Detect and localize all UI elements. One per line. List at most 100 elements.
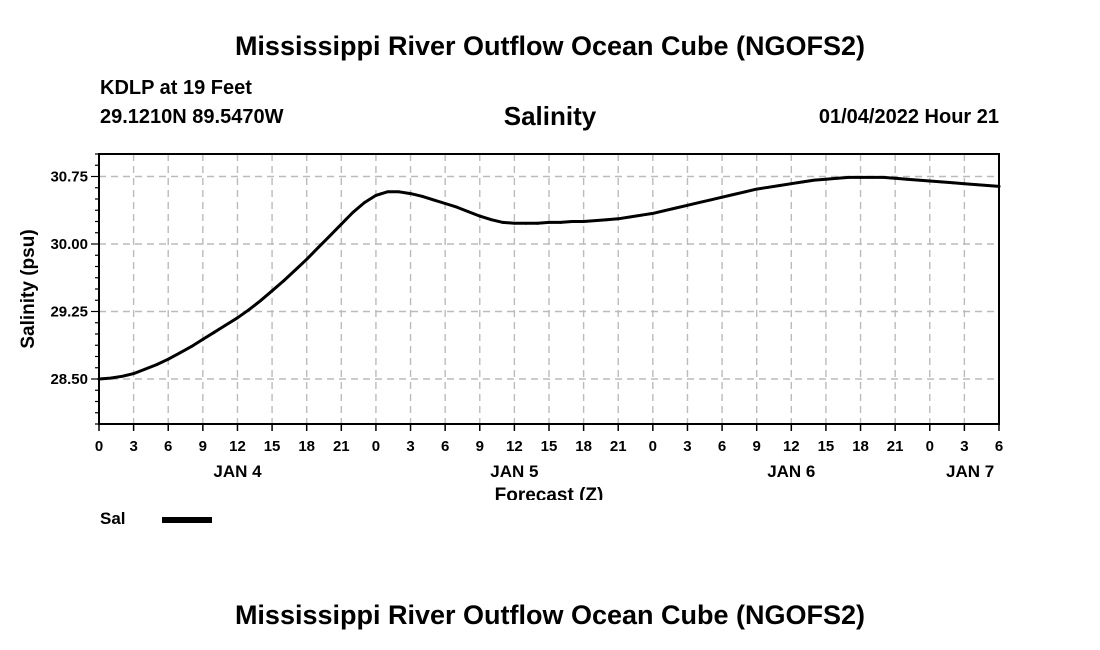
series-layer	[97, 175, 1001, 381]
data-point	[189, 345, 193, 348]
data-point	[478, 214, 482, 218]
x-tick-label: 6	[718, 438, 726, 455]
x-tick-label: 3	[683, 438, 691, 455]
x-tick-label: 0	[95, 438, 103, 455]
x-tick-label: 15	[264, 438, 281, 455]
data-point	[916, 178, 920, 182]
data-point	[489, 218, 493, 222]
data-point	[316, 246, 320, 250]
data-point	[305, 257, 309, 261]
x-tick-label: 9	[753, 438, 761, 455]
day-label: JAN 6	[767, 462, 815, 481]
grid-layer	[99, 154, 999, 424]
chart-subtitle: Salinity	[503, 101, 597, 131]
data-point	[547, 221, 551, 224]
data-point	[593, 219, 597, 223]
x-tick-label: 12	[229, 438, 246, 455]
data-point	[270, 289, 274, 293]
x-tick-label: 21	[610, 438, 627, 455]
x-tick-label: 18	[852, 438, 869, 455]
main-title: Mississippi River Outflow Ocean Cube (NG…	[234, 31, 866, 61]
data-point	[466, 210, 470, 214]
data-point	[928, 179, 932, 183]
x-tick-label: 21	[887, 438, 904, 455]
data-point	[536, 221, 539, 225]
data-point	[732, 193, 736, 196]
data-point	[455, 205, 459, 209]
data-point	[582, 220, 586, 223]
forecast-datetime: 01/04/2022 Hour 21	[818, 106, 999, 128]
data-point	[986, 184, 989, 187]
x-tick-label: 9	[476, 438, 484, 455]
data-point	[259, 299, 262, 303]
x-tick-label: 6	[441, 438, 449, 455]
data-point	[132, 372, 136, 375]
data-point	[224, 323, 228, 327]
y-axis-label: Salinity (psu)	[18, 229, 39, 348]
y-tick-label: 29.25	[50, 304, 88, 321]
data-point	[859, 176, 862, 179]
data-point	[166, 357, 170, 361]
data-point	[824, 177, 828, 181]
data-point	[120, 374, 124, 378]
y-tick-label: 30.00	[50, 236, 88, 253]
data-point	[570, 220, 574, 223]
x-tick-label: 0	[649, 438, 657, 455]
data-point	[109, 376, 112, 380]
data-point	[870, 176, 874, 179]
x-tick-label: 6	[164, 438, 172, 455]
x-tick-label: 3	[129, 438, 137, 455]
x-tick-label: 0	[372, 438, 380, 455]
data-point	[651, 212, 655, 215]
x-tick-label: 12	[506, 438, 523, 455]
data-point	[178, 351, 182, 355]
x-tick-label: 15	[541, 438, 558, 455]
data-point	[247, 308, 251, 312]
data-point	[501, 221, 505, 224]
tick-layer	[91, 153, 1000, 431]
data-point	[686, 203, 689, 207]
data-point	[812, 178, 816, 182]
x-tick-label: 12	[783, 438, 800, 455]
label-layer: 0 3 6 9 12 15 18 21 0 3 6 9 12 15 18 21 0 3 6 9 12 15 18 21 0 3 6 2…	[18, 169, 1003, 501]
salinity-chart: 0 3 6 9 12 15 18 21 0 3 6 9 12 15 18 21 0 3 6 9 12 15 18 21 0 3 6 2…	[18, 153, 1003, 501]
x-tick-label: 3	[960, 438, 968, 455]
data-point	[386, 190, 389, 194]
data-point	[328, 234, 332, 238]
data-point	[662, 209, 666, 213]
x-tick-label: 18	[298, 438, 315, 455]
data-point	[397, 190, 401, 194]
station-label: KDLP at 19 Feet	[100, 77, 252, 99]
day-label: JAN 5	[490, 462, 538, 481]
data-point	[893, 176, 897, 180]
data-point	[605, 218, 609, 222]
data-point	[847, 176, 851, 179]
data-point	[409, 192, 412, 196]
data-point	[720, 195, 724, 199]
data-point	[674, 206, 678, 210]
data-point	[697, 201, 701, 205]
data-point	[836, 176, 839, 180]
x-tick-label: 9	[199, 438, 207, 455]
data-point	[789, 182, 793, 186]
data-point	[351, 211, 355, 214]
data-point	[155, 363, 159, 366]
data-point	[212, 330, 216, 334]
bottom-title: Mississippi River Outflow Ocean Cube (NG…	[234, 600, 866, 630]
data-point	[639, 213, 643, 217]
y-tick-label: 30.75	[50, 169, 88, 186]
data-point	[339, 222, 343, 226]
data-point	[628, 215, 632, 219]
data-point	[974, 183, 978, 187]
x-tick-label: 0	[926, 438, 934, 455]
data-point	[882, 176, 886, 179]
data-point	[282, 279, 286, 283]
coordinates-label: 29.1210N 89.5470W	[100, 106, 284, 128]
x-tick-label: 6	[995, 438, 1003, 455]
data-point	[201, 338, 205, 341]
data-point	[962, 182, 966, 186]
data-point	[951, 181, 955, 185]
data-point	[905, 177, 909, 181]
data-point	[236, 316, 239, 320]
data-point	[939, 180, 943, 184]
